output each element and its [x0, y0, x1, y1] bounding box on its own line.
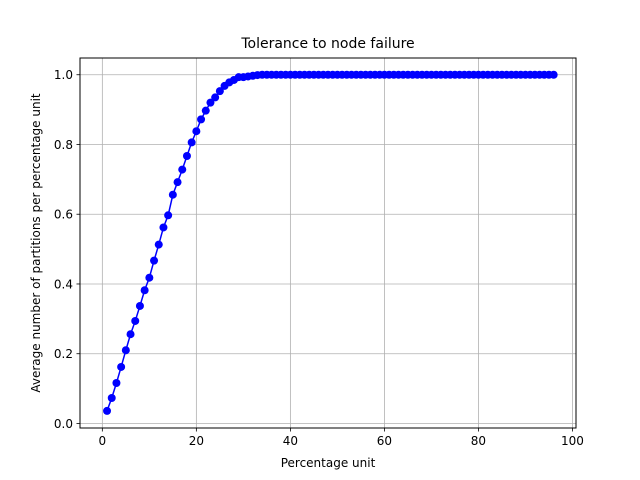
x-axis-label: Percentage unit [281, 456, 376, 470]
x-tick-label: 20 [189, 434, 204, 448]
y-tick-label: 0.8 [54, 138, 73, 152]
x-tick-label: 0 [99, 434, 107, 448]
data-point [140, 286, 149, 295]
data-point [178, 165, 187, 174]
y-axis-label: Average number of partitions per percent… [29, 93, 43, 393]
data-point [154, 240, 163, 249]
data-point [159, 223, 168, 232]
data-point [211, 93, 220, 102]
grid-lines [80, 58, 576, 428]
data-point [201, 106, 210, 115]
data-point [549, 70, 558, 79]
y-tick-label: 0.2 [54, 347, 73, 361]
data-point [121, 346, 130, 355]
data-point [145, 273, 154, 282]
y-axis-ticks: 0.0 0.2 0.4 0.6 0.8 1.0 [54, 68, 80, 431]
axes-frame [79, 57, 577, 429]
x-tick-label: 60 [377, 434, 392, 448]
x-tick-label: 40 [283, 434, 298, 448]
data-point [135, 301, 144, 310]
chart-title: Tolerance to node failure [240, 36, 414, 52]
data-point [150, 256, 159, 265]
y-tick-label: 0.0 [54, 417, 73, 431]
data-point [206, 98, 215, 107]
x-tick-label: 80 [471, 434, 486, 448]
data-point [173, 178, 182, 187]
data-point [126, 330, 135, 339]
y-tick-label: 0.4 [54, 277, 73, 291]
data-point [187, 138, 196, 147]
data-point [182, 151, 191, 160]
data-point [117, 362, 126, 371]
data-point [107, 394, 116, 403]
x-tick-label: 100 [561, 434, 584, 448]
data-point [103, 406, 112, 415]
x-axis-ticks: 0 20 40 60 80 100 [99, 428, 584, 448]
plot-area [103, 70, 558, 415]
data-point [168, 190, 177, 199]
data-point [164, 211, 173, 220]
y-tick-label: 1.0 [54, 68, 73, 82]
data-point [192, 127, 201, 136]
data-point [215, 87, 224, 96]
y-tick-label: 0.6 [54, 208, 73, 222]
data-point [197, 115, 206, 124]
data-point [131, 316, 140, 325]
data-point [112, 379, 121, 388]
